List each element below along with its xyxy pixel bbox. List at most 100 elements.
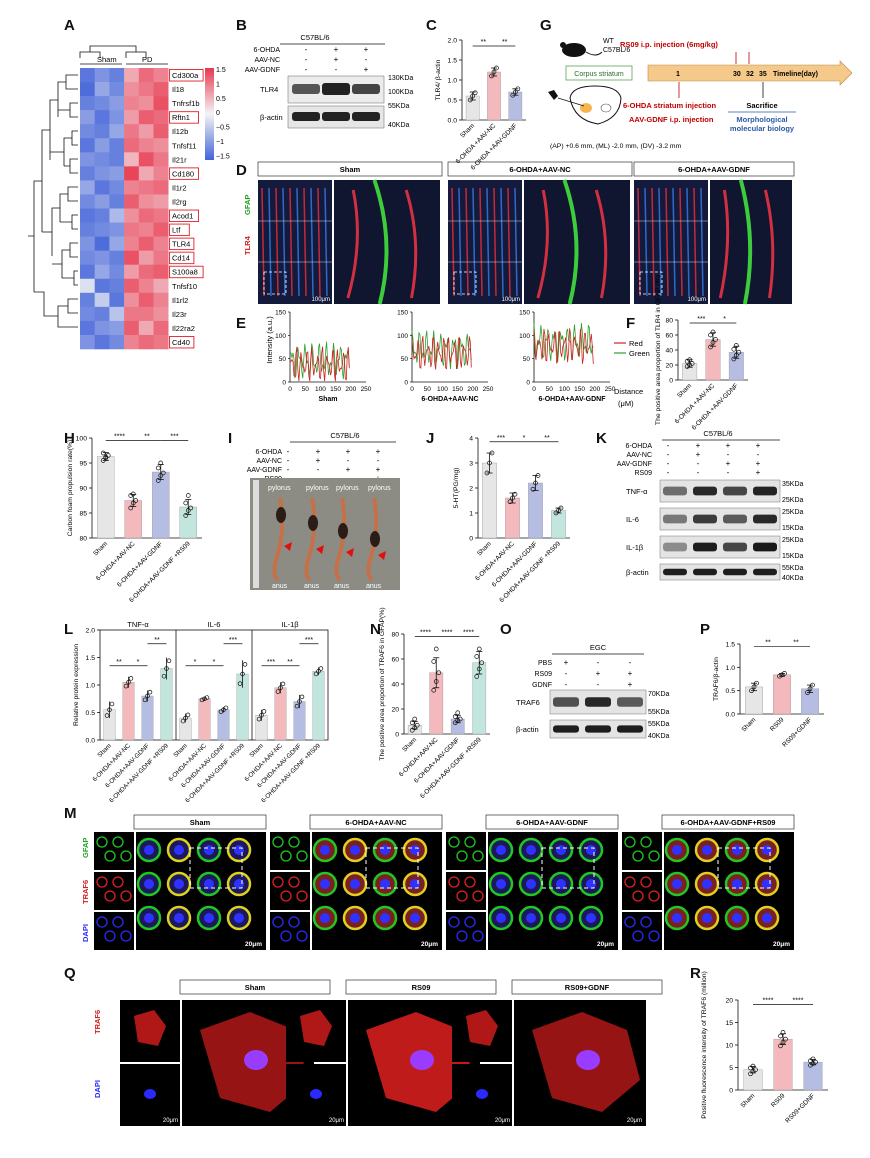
treatment-rows: 6-OHDA - + +AAV-NC - + -AAV-GDNF - - + xyxy=(245,45,369,74)
bar-chart-P: 0.0 0.5 1.0 1.5 TRAF6/β-actin Sham RS09RS09+GD… xyxy=(713,639,824,749)
data-point xyxy=(105,453,111,458)
nucleus xyxy=(732,913,742,923)
blot-strips: TRAF6 70KDa 55KDa β-actin 55KDa 40KDa xyxy=(516,689,670,740)
group-label-pd: PD xyxy=(142,55,153,64)
x-tick-label: RS09 xyxy=(769,716,786,733)
data-point xyxy=(553,510,559,516)
data-point xyxy=(412,716,418,722)
x-tick-label: 250 xyxy=(361,386,372,393)
carbon-foam xyxy=(338,523,348,539)
heatmap-cell xyxy=(109,82,125,97)
arrowhead-icon xyxy=(316,545,324,554)
heatmap-cell xyxy=(94,250,110,265)
x-tick-label: Sham xyxy=(476,540,493,557)
treatment-mark: - xyxy=(727,450,730,459)
gene-label: Rftn1 xyxy=(172,113,190,122)
tlr4-signal xyxy=(346,189,359,299)
blot-name: β-actin xyxy=(260,113,283,122)
x-tick-label: 6-OHDA +AAV-NC xyxy=(674,382,717,425)
heatmap-cell xyxy=(153,320,169,336)
heatmap-cell xyxy=(94,320,110,336)
y-axis-label: Intensity (a.u.) xyxy=(265,316,274,364)
x-tick-label: Sham xyxy=(96,742,113,759)
data-point xyxy=(535,473,541,478)
band xyxy=(292,84,320,94)
significance-label: **** xyxy=(463,630,474,637)
scale-bar-label: 20μm xyxy=(597,941,614,948)
bar xyxy=(198,698,211,741)
highlight-box xyxy=(169,237,195,251)
blot-name: TLR4 xyxy=(260,85,278,94)
data-point xyxy=(436,670,442,676)
data-point xyxy=(452,720,458,726)
tissue-fold xyxy=(465,187,469,297)
x-tick-label: RS09 xyxy=(770,1092,787,1109)
photo-header: C57BL/6 xyxy=(330,431,359,440)
nucleus xyxy=(380,845,390,855)
y-axis-label: TLR4/ β-actin xyxy=(435,59,442,100)
heatmap-cell xyxy=(109,278,125,294)
anus-label: anus xyxy=(366,583,382,590)
significance-label: ** xyxy=(765,639,771,646)
treatment-mark: + xyxy=(696,441,701,450)
data-point xyxy=(261,709,267,714)
cell-outline xyxy=(288,916,300,928)
treatment-mark: - xyxy=(287,465,290,474)
mw-marker: 55KDa xyxy=(388,103,410,110)
blot-strips: TNF-α 35KDa 25KDa IL-6 25KDa 15KDa IL-1β 25KDa 1… xyxy=(626,479,804,582)
heatmap-cell xyxy=(153,222,169,237)
cell-outline xyxy=(288,876,300,888)
bar xyxy=(312,671,325,741)
bar-chart-L: 0.0 0.5 1.0 1.5 2.0 Relative protein expressi… xyxy=(73,620,329,804)
x-tick-label: 200 xyxy=(589,386,600,393)
heatmap-cell xyxy=(94,110,110,125)
blot-name: β-actin xyxy=(626,568,649,577)
highlight-box xyxy=(169,251,195,265)
treatment-mark: + xyxy=(628,669,633,678)
y-tick-label: 95 xyxy=(79,461,87,468)
treatment-mark: + xyxy=(334,45,339,54)
side-label-tlr4: TLR4 xyxy=(243,235,252,255)
heatmap-cell xyxy=(109,194,125,209)
heatmap-cell xyxy=(94,292,110,308)
y-tick-label: 2 xyxy=(469,486,473,493)
treatment-mark: - xyxy=(305,55,308,64)
scale-bar-label: 100μm xyxy=(312,297,330,303)
cell-outline xyxy=(272,916,284,928)
treatment-mark: + xyxy=(376,447,381,456)
mw-marker: 55KDa xyxy=(648,721,670,728)
cell-outline xyxy=(448,916,460,928)
nucleus xyxy=(320,913,330,923)
panel-label-K: K xyxy=(596,430,607,447)
nucleus xyxy=(380,913,390,923)
pylorus-label: pylorus xyxy=(268,485,291,492)
x-tick-label: 100 xyxy=(437,386,448,393)
data-point xyxy=(489,450,495,456)
cell-outline xyxy=(296,890,308,902)
morph-label-1: Morphological xyxy=(736,115,787,124)
treatment-mark: + xyxy=(346,447,351,456)
nucleus xyxy=(732,879,742,889)
treatment-mark: + xyxy=(316,456,321,465)
band xyxy=(693,568,717,576)
panel-letters: A B C G D E F H I J K L N O P M Q R xyxy=(64,17,710,982)
data-point xyxy=(530,486,536,492)
scale-bar-label: 20μm xyxy=(329,1118,344,1124)
y-tick-label: 150 xyxy=(519,310,530,317)
data-point xyxy=(431,659,437,664)
nucleus xyxy=(672,879,682,889)
data-point xyxy=(223,705,229,711)
tissue-fold xyxy=(644,187,648,297)
tissue-fold xyxy=(479,187,483,297)
nucleus xyxy=(476,1089,488,1099)
zoom-region-box xyxy=(541,847,595,889)
heatmap-cell xyxy=(80,222,95,237)
heatmap-cell xyxy=(138,306,154,322)
heatmap-cell xyxy=(153,306,169,322)
bar xyxy=(773,1038,793,1091)
arrowhead-icon xyxy=(284,542,292,551)
heatmap-cell xyxy=(124,152,140,167)
heatmap-cell xyxy=(124,320,140,336)
treatment-mark: + xyxy=(696,450,701,459)
heatmap-cell xyxy=(138,292,154,308)
